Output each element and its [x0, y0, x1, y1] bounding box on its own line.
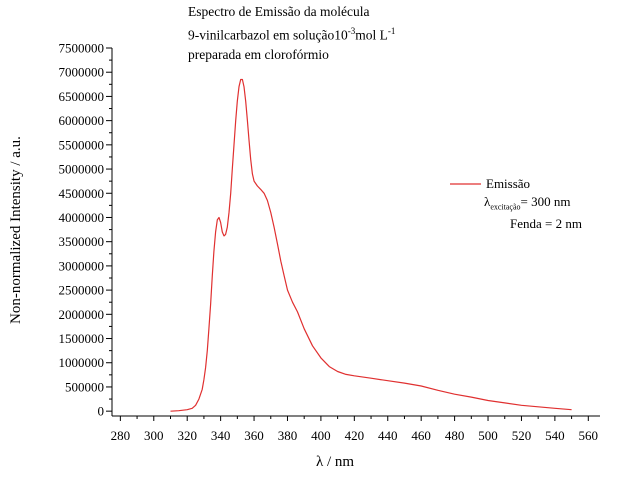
x-tick-label: 500 [478, 428, 498, 443]
y-tick-label: 2000000 [59, 307, 105, 322]
y-axis-label: Non-normalized Intensity / a.u. [8, 136, 24, 324]
y-tick-label: 1500000 [59, 331, 105, 346]
y-tick-label: 7500000 [59, 41, 105, 56]
legend-lambda-value: = 300 nm [520, 194, 571, 209]
y-tick-label: 2500000 [59, 283, 105, 298]
x-tick-label: 380 [278, 428, 298, 443]
x-tick-label: 520 [512, 428, 532, 443]
series-line-emissao [170, 78, 572, 412]
y-tick-label: 3000000 [59, 258, 105, 273]
x-tick-label: 560 [579, 428, 599, 443]
chart-title-line-1: Espectro de Emissão da molécula [188, 4, 370, 19]
x-axis-label-symbol: λ [316, 454, 324, 470]
y-tick-label: 5000000 [59, 162, 105, 177]
x-tick-label: 300 [144, 428, 164, 443]
chart-title-line-2: 9-vinilcarbazol em solução10-3mol L-1 [188, 26, 395, 44]
x-tick-label: 400 [311, 428, 331, 443]
y-tick-label: 3500000 [59, 234, 105, 249]
title-concentration-text: 9-vinilcarbazol em solução10 [188, 27, 348, 43]
x-tick-label: 480 [445, 428, 465, 443]
x-tick-label: 440 [378, 428, 398, 443]
title-exponent-unit: -1 [387, 26, 396, 36]
y-tick-label: 500000 [65, 379, 104, 394]
y-tick-label: 0 [98, 404, 105, 419]
x-tick-label: 460 [411, 428, 431, 443]
legend-lambda-subscript: excitação [490, 202, 521, 212]
x-tick-label: 360 [244, 428, 264, 443]
title-unit-text: mol L [355, 27, 388, 43]
x-tick-label: 420 [345, 428, 365, 443]
y-tick-label: 1000000 [59, 355, 105, 370]
legend-excitation: λexcitação= 300 nm [484, 194, 570, 212]
title-exponent-concentration: -3 [347, 26, 356, 36]
axes [111, 48, 600, 417]
y-tick-label: 7000000 [59, 65, 105, 80]
legend-lambda-symbol: λ [484, 194, 491, 209]
y-tick-label: 6500000 [59, 89, 105, 104]
y-tick-label: 4500000 [59, 186, 105, 201]
y-tick-label: 6000000 [59, 113, 105, 128]
x-axis-label: λ / nm [316, 454, 354, 470]
x-tick-label: 340 [211, 428, 231, 443]
y-tick-label: 4000000 [59, 210, 105, 225]
chart-title-line-3: preparada em clorofórmio [188, 47, 329, 62]
legend-series-label: Emissão [486, 176, 531, 191]
series-layer [170, 78, 572, 412]
y-tick-label: 5500000 [59, 137, 105, 152]
legend-fenda: Fenda = 2 nm [510, 216, 582, 231]
x-tick-label: 320 [177, 428, 197, 443]
x-tick-label: 540 [545, 428, 565, 443]
x-tick-label: 280 [111, 428, 131, 443]
x-axis-label-unit: / nm [323, 454, 354, 470]
ticks: 280 300 320 340 360 380 400 420 440 460 480 500 520 5… [59, 41, 599, 444]
